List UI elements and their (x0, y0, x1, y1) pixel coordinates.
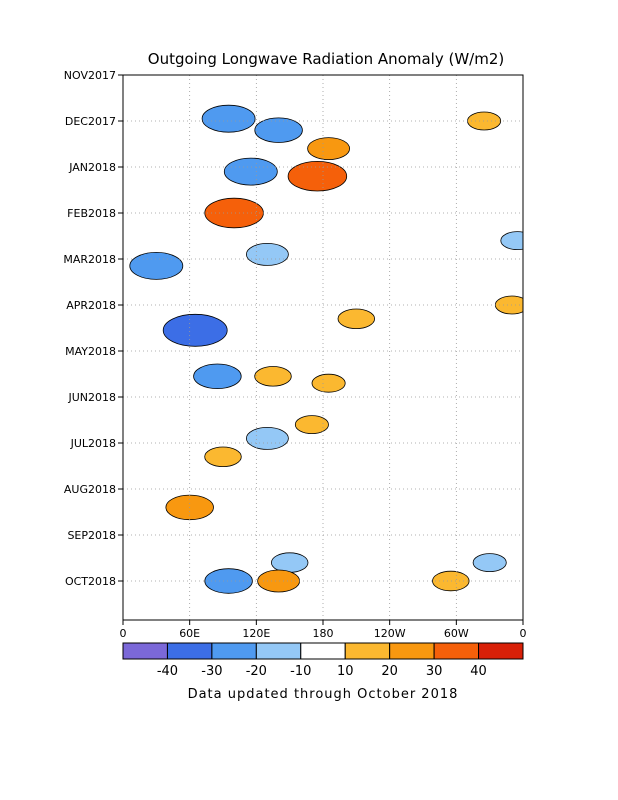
anomaly-cell-0 (223, 157, 278, 186)
x-tick-label: 60E (179, 627, 200, 640)
anomaly-cell-10 (193, 363, 242, 390)
colorbar-swatch (300, 642, 346, 660)
colorbar-label: -30 (201, 664, 222, 679)
x-tick-label: 0 (520, 627, 527, 640)
x-tick-label: 0 (120, 627, 127, 640)
anomaly-cell-4 (307, 137, 351, 161)
anomaly-cell-14 (204, 446, 242, 468)
colorbar-label: 40 (470, 664, 487, 679)
anomaly-cell-17 (271, 552, 309, 573)
colorbar-label: 20 (381, 664, 398, 679)
anomaly-cell-12 (311, 373, 346, 393)
anomaly-cell-3 (287, 160, 348, 192)
anomaly-cell-24 (472, 553, 507, 572)
x-tick-label: 120E (242, 627, 270, 640)
anomaly-cell-1 (254, 117, 303, 143)
x-tick-label: 120W (374, 627, 406, 640)
anomaly-cell-2 (201, 104, 256, 133)
colorbar-label: 30 (426, 664, 443, 679)
colorbar-swatch (478, 642, 524, 660)
y-tick-label: SEP2018 (67, 529, 116, 542)
anomaly-field (129, 104, 523, 594)
x-axis: 0 60E 120E 180 120W 60W 0 (120, 620, 527, 640)
colorbar-swatch (255, 642, 302, 660)
anomaly-cell-5 (204, 197, 264, 229)
anomaly-cell-13 (245, 426, 289, 450)
colorbar-label: 10 (337, 664, 354, 679)
chart-title: Outgoing Longwave Radiation Anomaly (W/m… (148, 50, 504, 68)
y-tick-label: DEC2017 (65, 115, 116, 128)
colorbar-swatch (122, 642, 168, 660)
colorbar-label: -20 (246, 664, 267, 679)
x-tick-label: 180 (313, 627, 334, 640)
anomaly-cell-15 (294, 415, 329, 435)
y-tick-label: OCT2018 (65, 575, 116, 588)
anomaly-cell-23 (432, 570, 470, 592)
update-note: Data updated through October 2018 (188, 687, 459, 702)
colorbar-swatch (211, 642, 257, 660)
y-tick-label: APR2018 (66, 299, 116, 312)
colorbar-swatch (344, 642, 391, 660)
anomaly-cell-9 (337, 308, 375, 330)
y-tick-label: MAY2018 (65, 345, 116, 358)
colorbar-swatch (433, 642, 480, 660)
colorbar-swatch (389, 642, 435, 660)
anomaly-cell-11 (254, 366, 292, 387)
anomaly-cell-6 (245, 242, 289, 266)
colorbar-label: -40 (157, 664, 178, 679)
grid-lines (123, 75, 523, 620)
anomaly-cell-7 (129, 251, 184, 280)
colorbar-swatch (166, 642, 213, 660)
anomaly-cell-22 (500, 231, 523, 250)
y-tick-label: MAR2018 (63, 253, 116, 266)
x-tick-label: 60W (444, 627, 469, 640)
y-tick-label: AUG2018 (64, 483, 116, 496)
y-axis: NOV2017 DEC2017 JAN2018 FEB2018 MAR2018 APR20… (63, 69, 123, 588)
y-tick-label: FEB2018 (67, 207, 116, 220)
y-tick-label: JAN2018 (68, 161, 116, 174)
colorbar-label: -10 (290, 664, 311, 679)
colorbar: -40 -30 -20 -10 10 20 30 40 (122, 642, 524, 679)
anomaly-cell-8 (162, 313, 228, 347)
y-tick-label: JUL2018 (70, 437, 116, 450)
y-tick-label: JUN2018 (67, 391, 116, 404)
y-tick-label: NOV2017 (64, 69, 116, 82)
anomaly-cell-18 (204, 568, 253, 594)
